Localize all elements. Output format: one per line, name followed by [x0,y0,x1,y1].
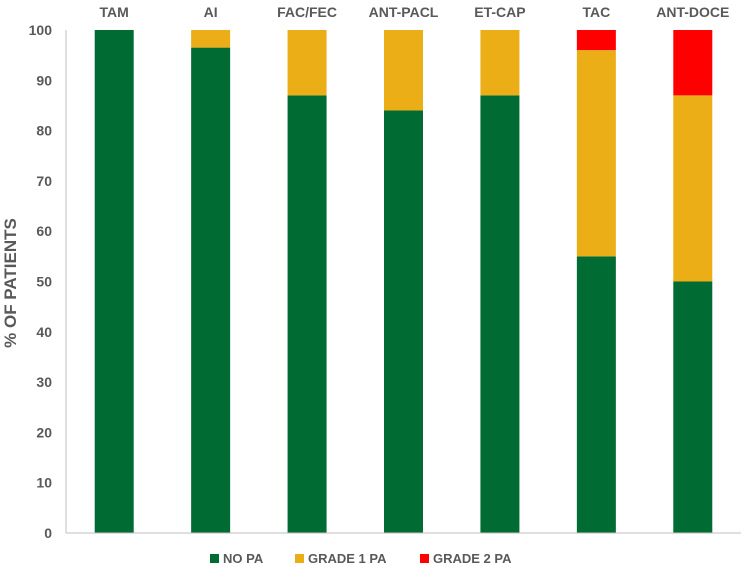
y-tick-label: 70 [36,173,52,189]
bar-tam-series-0 [94,30,134,533]
y-tick-label: 10 [36,475,52,491]
y-tick-label: 80 [36,123,52,139]
legend-label: GRADE 1 PA [308,551,387,566]
category-label: AI [204,4,218,20]
y-tick-label: 40 [36,324,52,340]
bar-et-cap-series-1 [480,30,520,96]
y-tick-labels: 0 10 20 30 40 50 60 70 80 90 100 [29,22,53,541]
bar-ant-doce-series-2 [673,30,713,96]
y-tick-label: 50 [36,274,52,290]
legend-label: NO PA [223,551,264,566]
y-axis-label: % OF PATIENTS [1,218,20,348]
category-label: TAC [582,4,610,20]
category-label: FAC/FEC [277,4,337,20]
y-tick-label: 100 [29,22,53,38]
bar-et-cap-series-0 [480,95,520,533]
y-tick-label: 0 [44,525,52,541]
legend-label: GRADE 2 PA [433,551,512,566]
bar-ai-series-1 [191,30,231,48]
bar-ant-doce-series-1 [673,95,713,282]
category-label: TAM [100,4,129,20]
category-label: ANT-DOCE [656,4,729,20]
bars-group [94,30,713,534]
legend-swatch [210,554,219,563]
y-tick-label: 60 [36,223,52,239]
y-tick-label: 30 [36,374,52,390]
category-labels: TAM AI FAC/FEC ANT-PACL ET-CAP TAC ANT-DOCE [100,4,730,20]
y-tick-label: 20 [36,424,52,440]
legend-swatch [295,554,304,563]
legend-swatch [420,554,429,563]
bar-ant-pacl-series-0 [384,110,423,533]
bar-tac-series-0 [576,256,616,533]
bar-ai-series-0 [191,47,231,534]
bar-fac-fec-series-1 [287,30,327,96]
category-label: ANT-PACL [369,4,439,20]
bar-fac-fec-series-0 [287,95,327,533]
category-label: ET-CAP [474,4,525,20]
y-tick-label: 90 [36,72,52,88]
bar-ant-pacl-series-1 [384,30,423,111]
legend: NO PA GRADE 1 PA GRADE 2 PA [210,551,512,566]
bar-tac-series-1 [576,50,616,257]
bar-ant-doce-series-0 [673,281,713,533]
axes-group [65,30,741,534]
bar-tac-series-2 [576,30,616,51]
